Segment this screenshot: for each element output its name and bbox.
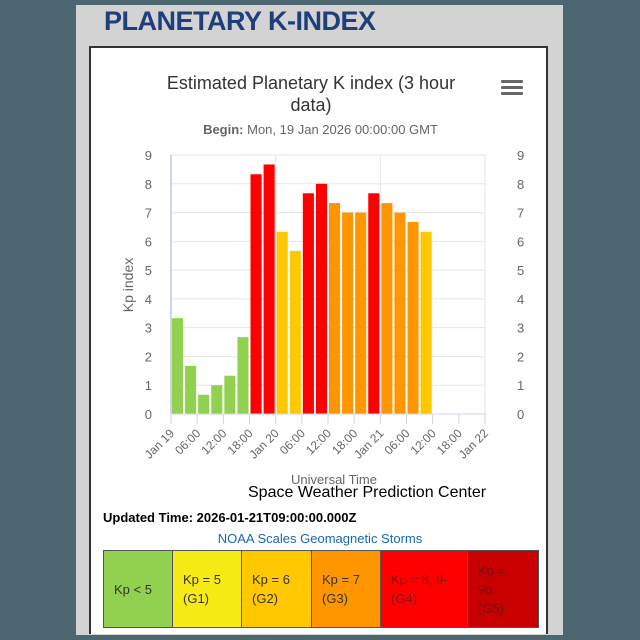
svg-text:3: 3 bbox=[145, 321, 152, 336]
svg-text:06:00: 06:00 bbox=[277, 426, 308, 457]
updated-time: Updated Time: 2026-01-21T09:00:00.000Z bbox=[103, 510, 357, 525]
svg-text:8: 8 bbox=[145, 177, 152, 192]
bar[interactable] bbox=[368, 193, 380, 414]
svg-text:06:00: 06:00 bbox=[381, 426, 412, 457]
svg-text:7: 7 bbox=[517, 206, 524, 221]
chart-title: Estimated Planetary K index (3 hour data… bbox=[166, 73, 456, 115]
bar[interactable] bbox=[394, 212, 406, 414]
bar[interactable] bbox=[355, 212, 367, 414]
svg-text:5: 5 bbox=[145, 263, 152, 278]
svg-text:Jan 19: Jan 19 bbox=[142, 426, 178, 462]
svg-text:Kp index: Kp index bbox=[120, 258, 136, 312]
bar[interactable] bbox=[407, 222, 419, 414]
svg-text:Jan 21: Jan 21 bbox=[351, 426, 387, 462]
svg-text:6: 6 bbox=[517, 234, 524, 249]
bar[interactable] bbox=[289, 250, 301, 414]
scale-cell: Kp = 6 (G2) bbox=[242, 551, 312, 627]
noaa-scale-legend: Kp < 5 Kp = 5 (G1) Kp = 6 (G2) Kp = 7 (G3) Kp =… bbox=[103, 550, 539, 628]
svg-text:2: 2 bbox=[517, 349, 524, 364]
svg-text:4: 4 bbox=[145, 292, 152, 307]
svg-text:2: 2 bbox=[145, 349, 152, 364]
svg-text:12:00: 12:00 bbox=[198, 426, 229, 457]
chart-credit: Space Weather Prediction Center bbox=[248, 484, 487, 501]
bar[interactable] bbox=[250, 174, 262, 414]
svg-text:0: 0 bbox=[145, 407, 152, 422]
svg-text:12:00: 12:00 bbox=[303, 426, 334, 457]
svg-text:1: 1 bbox=[145, 378, 152, 393]
bar[interactable] bbox=[172, 318, 184, 414]
bar[interactable] bbox=[342, 212, 354, 414]
svg-text:06:00: 06:00 bbox=[172, 426, 203, 457]
svg-text:7: 7 bbox=[145, 206, 152, 221]
svg-text:6: 6 bbox=[145, 234, 152, 249]
bar[interactable] bbox=[211, 385, 223, 414]
svg-text:12:00: 12:00 bbox=[408, 426, 439, 457]
bar[interactable] bbox=[237, 337, 249, 414]
svg-text:1: 1 bbox=[517, 378, 524, 393]
chart-subtitle: Begin: Mon, 19 Jan 2026 00:00:00 GMT bbox=[203, 122, 438, 137]
svg-text:Jan 22: Jan 22 bbox=[456, 426, 492, 462]
bar[interactable] bbox=[329, 203, 341, 414]
scale-cell: Kp = 9o (G5) bbox=[468, 551, 538, 627]
bar[interactable] bbox=[198, 394, 210, 414]
svg-text:3: 3 bbox=[517, 321, 524, 336]
scale-cell: Kp < 5 bbox=[104, 551, 173, 627]
svg-text:4: 4 bbox=[517, 292, 524, 307]
bar[interactable] bbox=[185, 365, 197, 414]
scale-cell: Kp = 5 (G1) bbox=[173, 551, 242, 627]
scale-cell: Kp = 7 (G3) bbox=[312, 551, 381, 627]
bar[interactable] bbox=[276, 231, 288, 414]
svg-text:5: 5 bbox=[517, 263, 524, 278]
svg-text:9: 9 bbox=[517, 148, 524, 163]
bar[interactable] bbox=[420, 231, 432, 414]
svg-text:0: 0 bbox=[517, 407, 524, 422]
page-title: PLANETARY K-INDEX bbox=[104, 6, 376, 36]
noaa-scales-link[interactable]: NOAA Scales Geomagnetic Storms bbox=[217, 531, 423, 546]
bar[interactable] bbox=[302, 193, 314, 414]
scale-cell: Kp = 8, 9- (G4) bbox=[381, 551, 468, 627]
svg-text:8: 8 bbox=[517, 177, 524, 192]
chart-container: Estimated Planetary K index (3 hour data… bbox=[89, 46, 548, 634]
bar[interactable] bbox=[315, 183, 327, 414]
svg-text:Jan 20: Jan 20 bbox=[246, 426, 282, 462]
bar[interactable] bbox=[263, 164, 275, 414]
bar[interactable] bbox=[381, 203, 393, 414]
svg-text:9: 9 bbox=[145, 148, 152, 163]
bar[interactable] bbox=[224, 375, 236, 414]
hamburger-menu-icon[interactable] bbox=[501, 80, 523, 98]
svg-text:Universal Time: Universal Time bbox=[291, 472, 377, 487]
